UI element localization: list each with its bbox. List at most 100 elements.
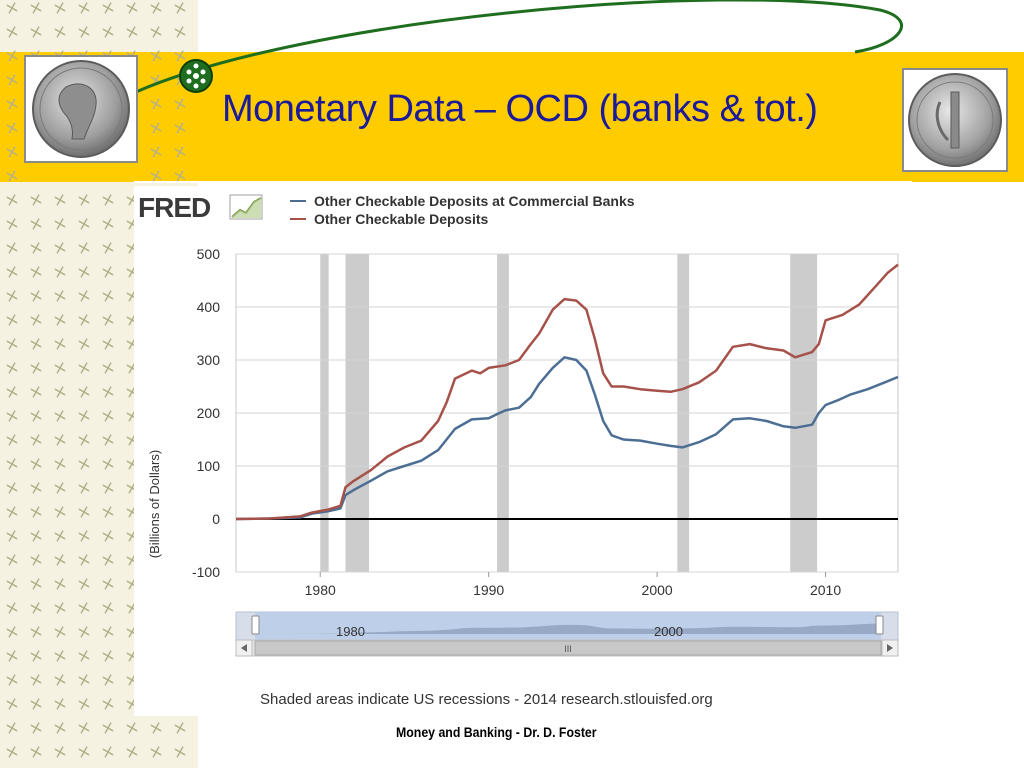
scroll-right-arrow-icon xyxy=(887,644,893,652)
range-navigator[interactable]: 1980 2000 III xyxy=(235,611,899,657)
pattern-glyph xyxy=(30,410,42,422)
pattern-glyph xyxy=(30,26,42,38)
pattern-glyph xyxy=(54,314,66,326)
pattern-glyph xyxy=(174,50,186,62)
pattern-glyph xyxy=(6,434,18,446)
pattern-glyph xyxy=(78,2,90,14)
navigator-right-handle[interactable] xyxy=(875,615,884,635)
pattern-glyph xyxy=(102,410,114,422)
green-arc xyxy=(135,0,903,94)
pattern-glyph xyxy=(6,218,18,230)
pattern-glyph xyxy=(30,626,42,638)
pattern-glyph xyxy=(102,362,114,374)
pattern-glyph xyxy=(102,338,114,350)
pattern-glyph xyxy=(150,26,162,38)
pattern-glyph xyxy=(54,26,66,38)
x-tick-label: 1990 xyxy=(473,582,504,598)
pattern-glyph xyxy=(30,482,42,494)
pattern-glyph xyxy=(54,698,66,710)
coin-icon xyxy=(908,73,1002,167)
pattern-glyph xyxy=(78,410,90,422)
pattern-glyph xyxy=(54,530,66,542)
pattern-glyph xyxy=(150,2,162,14)
pattern-glyph xyxy=(30,242,42,254)
pattern-glyph xyxy=(102,458,114,470)
y-tick-label: 0 xyxy=(212,511,220,527)
pattern-glyph xyxy=(30,194,42,206)
pattern-glyph xyxy=(30,338,42,350)
pattern-glyph xyxy=(54,458,66,470)
pattern-glyph xyxy=(30,722,42,734)
pattern-glyph xyxy=(126,2,138,14)
pattern-glyph xyxy=(54,218,66,230)
pattern-glyph xyxy=(102,314,114,326)
pattern-glyph xyxy=(78,650,90,662)
pattern-glyph xyxy=(78,722,90,734)
pattern-glyph xyxy=(6,626,18,638)
pattern-glyph xyxy=(78,626,90,638)
pattern-glyph xyxy=(174,122,186,134)
pattern-glyph xyxy=(54,722,66,734)
pattern-glyph xyxy=(6,26,18,38)
pattern-glyph xyxy=(174,170,186,182)
fred-logo-text: FRED xyxy=(138,192,211,223)
pattern-glyph xyxy=(54,602,66,614)
pattern-glyph xyxy=(30,506,42,518)
scrollbar-grip-icon: III xyxy=(564,644,572,654)
pattern-glyph xyxy=(54,266,66,278)
y-tick-label: 400 xyxy=(197,299,221,315)
y-tick-label: 100 xyxy=(197,458,221,474)
y-tick-label: 500 xyxy=(197,246,221,262)
pattern-glyph xyxy=(6,482,18,494)
pattern-glyph xyxy=(78,458,90,470)
pattern-glyph xyxy=(102,266,114,278)
pattern-glyph xyxy=(102,434,114,446)
pattern-glyph xyxy=(78,530,90,542)
pattern-glyph xyxy=(78,746,90,758)
x-axis-tick-labels: 1980 1990 2000 2010 xyxy=(305,572,841,598)
pattern-glyph xyxy=(6,290,18,302)
pattern-glyph xyxy=(6,266,18,278)
x-tick-label: 1980 xyxy=(305,582,336,598)
pattern-glyph xyxy=(174,722,186,734)
pattern-glyph xyxy=(30,266,42,278)
mercury-dime-front-image xyxy=(24,55,138,163)
pattern-glyph xyxy=(102,194,114,206)
pattern-glyph xyxy=(54,242,66,254)
pattern-glyph xyxy=(6,698,18,710)
pattern-glyph xyxy=(30,218,42,230)
pattern-glyph xyxy=(30,458,42,470)
pattern-glyph xyxy=(78,362,90,374)
pattern-glyph xyxy=(126,26,138,38)
pattern-glyph xyxy=(102,26,114,38)
pattern-glyph xyxy=(6,98,18,110)
pattern-glyph xyxy=(102,626,114,638)
pattern-glyph xyxy=(6,530,18,542)
pattern-glyph xyxy=(102,290,114,302)
pattern-glyph xyxy=(78,674,90,686)
pattern-glyph xyxy=(6,554,18,566)
pattern-glyph xyxy=(150,98,162,110)
pattern-glyph xyxy=(102,386,114,398)
trend-chart-icon xyxy=(229,194,263,220)
pattern-glyph xyxy=(30,674,42,686)
pattern-glyph xyxy=(78,194,90,206)
pattern-glyph xyxy=(102,674,114,686)
scrollbar-thumb[interactable] xyxy=(254,640,882,656)
navigator-left-handle[interactable] xyxy=(251,615,260,635)
pattern-glyph xyxy=(30,2,42,14)
pattern-glyph xyxy=(102,506,114,518)
pattern-glyph xyxy=(150,722,162,734)
y-axis-tick-labels: -100 0 100 200 300 400 500 xyxy=(192,246,220,580)
y-axis-label: (Billions of Dollars) xyxy=(147,450,162,558)
series-line-2 xyxy=(235,263,899,521)
pattern-glyph xyxy=(6,458,18,470)
pattern-glyph xyxy=(102,602,114,614)
pattern-glyph xyxy=(30,362,42,374)
pattern-glyph xyxy=(78,482,90,494)
pattern-glyph xyxy=(102,698,114,710)
pattern-glyph xyxy=(30,698,42,710)
pattern-glyph xyxy=(174,98,186,110)
pattern-glyph xyxy=(54,410,66,422)
fred-logo: FRED xyxy=(138,192,263,223)
